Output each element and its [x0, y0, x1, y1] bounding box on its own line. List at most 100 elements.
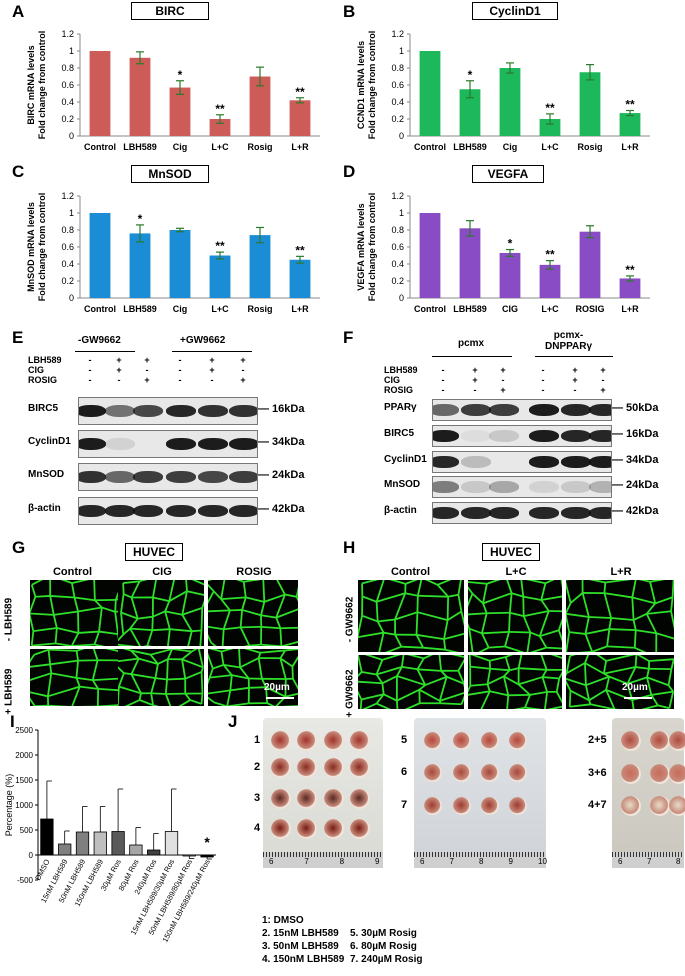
y-tick-label: 1.2 [61, 191, 74, 201]
blot-band [461, 430, 491, 442]
bar [89, 51, 111, 136]
vessel [151, 692, 166, 695]
blot-band [589, 481, 611, 493]
y-axis-label: Percentage (%) [4, 774, 14, 837]
vessel [502, 676, 510, 696]
panel-letter-d: D [343, 162, 356, 181]
cond-label-rosig: ROSIG [28, 375, 58, 385]
blot-kda-label: — 34kDa [258, 436, 305, 448]
vessel [164, 600, 171, 612]
vessel [608, 617, 612, 630]
cond-sign: - [117, 375, 121, 385]
vessel [405, 580, 419, 585]
vessel [520, 580, 525, 597]
blot-band [489, 430, 519, 442]
vessel [276, 580, 286, 595]
panel-g-scale-bar [266, 697, 294, 699]
bar [169, 230, 191, 298]
panel-letter-f: F [343, 328, 354, 347]
vessel [508, 612, 511, 632]
vessel [208, 625, 224, 631]
vessel [122, 627, 131, 636]
vessel [191, 649, 198, 653]
vessel [440, 702, 462, 706]
y-tick-label: 0.8 [61, 225, 74, 235]
vessel [213, 590, 222, 600]
tumor-sample [509, 764, 527, 782]
vessel [423, 655, 434, 660]
vessel-network [468, 580, 562, 652]
vessel [508, 593, 513, 613]
x-tick-label: L+R [291, 142, 309, 152]
vessel-network [468, 655, 562, 709]
vessel [208, 590, 215, 604]
bar [58, 843, 72, 856]
vessel [657, 704, 670, 709]
panel-h-scale-label: 20µm [622, 682, 648, 693]
vessel [129, 618, 139, 630]
vessel [602, 660, 607, 674]
vessel [123, 580, 140, 584]
cond-sign: - [88, 365, 92, 375]
vessel [49, 595, 55, 616]
tumor-sample [481, 797, 499, 815]
vessel [118, 686, 120, 706]
tumor-sample [424, 764, 442, 782]
group-underline-right [172, 351, 252, 352]
blot-band [433, 481, 459, 493]
vessel-network [358, 580, 464, 652]
vessel [634, 655, 638, 668]
significance-mark: ** [215, 239, 225, 253]
blot-kda-label: — 42kDa [258, 503, 305, 515]
vessel [670, 597, 674, 612]
vessel [60, 580, 73, 584]
vessel [486, 683, 491, 692]
vessel [181, 591, 188, 615]
blot-band [229, 438, 257, 450]
vessel-network [118, 580, 204, 646]
vessel [545, 580, 555, 585]
vessel [605, 676, 611, 691]
ruler-number: 7 [304, 857, 309, 866]
vessel [529, 646, 547, 652]
cond-sign: + [600, 365, 606, 375]
y-tick-label: 0 [69, 131, 74, 141]
vessel [226, 690, 232, 706]
y-tick-label: 0.6 [391, 80, 404, 90]
vessel [150, 677, 157, 694]
vessel [526, 580, 546, 585]
chart-b-cyclind1: CCND1 mRNA levels Fold change from contro… [356, 29, 650, 152]
vessel [445, 648, 459, 652]
y-tick-label: 1 [399, 208, 404, 218]
blot-band [433, 456, 459, 468]
vessel [646, 668, 650, 678]
vessel [635, 666, 650, 670]
vessel [260, 601, 266, 616]
vessel [210, 642, 217, 646]
microscopy-image [358, 580, 464, 652]
vessel [53, 610, 79, 616]
vessel [443, 619, 449, 640]
y-tick-label: 0.8 [61, 63, 74, 73]
vessel [239, 657, 260, 669]
vessel [130, 649, 140, 660]
vessel [482, 592, 512, 605]
vessel [281, 640, 298, 646]
vessel [451, 655, 464, 658]
vessel [131, 673, 156, 680]
tumor-sample [453, 764, 471, 782]
vessel [377, 618, 396, 623]
vessel [517, 683, 531, 696]
vessel [208, 652, 214, 669]
vessel [638, 580, 651, 583]
vessel [555, 678, 561, 693]
microscopy-image [468, 580, 562, 652]
vessel [361, 693, 384, 701]
chart-a-birc: BIRC mRNA levels Fold change from control… [26, 29, 320, 152]
blot-band [229, 405, 257, 417]
vessel [52, 614, 58, 629]
vessel [49, 664, 53, 674]
vessel [285, 692, 298, 698]
panel-j-legend-left: 1: DMSO 2. 15nM LBH589 3. 50nM LBH589 4.… [262, 914, 344, 966]
vessel [518, 676, 543, 686]
